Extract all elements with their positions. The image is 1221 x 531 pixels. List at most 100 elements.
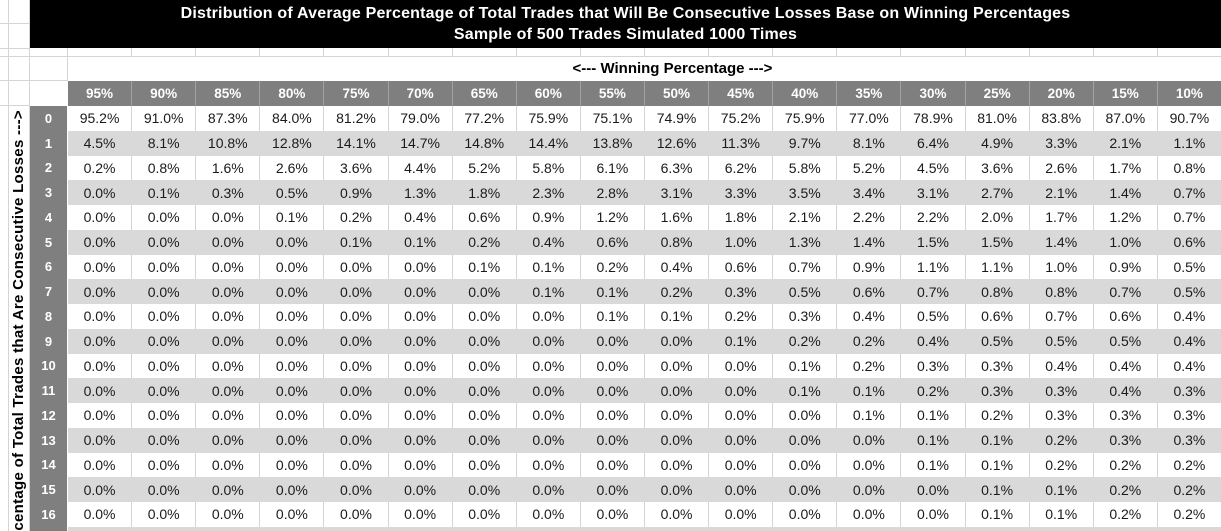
row-header-cell[interactable]: 15 (30, 477, 68, 502)
data-cell[interactable]: 0.0% (580, 328, 645, 354)
data-cell[interactable]: 0.1% (965, 477, 1030, 502)
data-cell[interactable]: 0.0% (516, 452, 581, 478)
data-cell[interactable]: 0.2% (1093, 502, 1158, 527)
data-cell[interactable]: 0.7% (1157, 180, 1221, 205)
row-header-cell[interactable]: 8 (30, 304, 68, 329)
data-cell[interactable]: 0.6% (837, 279, 902, 304)
data-cell[interactable]: 0.0% (388, 304, 453, 329)
data-cell[interactable]: 0.2% (68, 155, 133, 181)
data-cell[interactable]: 2.1% (1093, 130, 1158, 156)
data-cell[interactable]: 0.0% (580, 353, 645, 379)
data-cell[interactable]: 0.7% (1093, 279, 1158, 304)
data-cell[interactable]: 14.4% (516, 130, 581, 156)
data-cell[interactable]: 2.6% (1029, 155, 1094, 181)
data-cell[interactable]: 5.8% (516, 155, 581, 181)
data-cell[interactable]: 0.0% (260, 328, 325, 354)
data-cell[interactable]: 0.0% (68, 180, 133, 205)
data-cell[interactable]: 0.0% (196, 229, 261, 255)
data-cell[interactable]: 2.2% (901, 205, 966, 230)
data-cell[interactable]: 0.0% (260, 427, 325, 453)
data-cell[interactable]: 0.0% (452, 427, 517, 453)
data-cell[interactable]: 0.0% (132, 452, 197, 478)
data-cell[interactable]: 0.6% (1093, 304, 1158, 329)
data-cell[interactable]: 0.0% (132, 229, 197, 255)
row-header-cell[interactable]: 16 (30, 502, 68, 527)
data-cell[interactable]: 0.0% (388, 378, 453, 403)
data-cell[interactable]: 0.0% (196, 205, 261, 230)
data-cell[interactable]: 91.0% (132, 106, 197, 131)
row-header-cell[interactable]: 1 (30, 130, 68, 156)
data-cell[interactable]: 0.0% (260, 254, 325, 280)
data-cell[interactable]: 0.5% (1157, 254, 1221, 280)
data-cell[interactable]: 1.4% (837, 229, 902, 255)
data-cell[interactable]: 14.1% (324, 130, 389, 156)
data-cell[interactable]: 0.2% (452, 229, 517, 255)
data-cell[interactable]: 0.0% (837, 477, 902, 502)
data-cell[interactable]: 74.9% (644, 106, 710, 131)
data-cell[interactable]: 0.0% (68, 229, 133, 255)
data-cell[interactable]: 0.6% (1157, 229, 1221, 255)
data-cell[interactable]: 2.0% (965, 205, 1030, 230)
column-header-cell[interactable]: 40% (773, 81, 838, 106)
data-cell[interactable]: 0.5% (1029, 328, 1094, 354)
data-cell[interactable]: 0.2% (837, 353, 902, 379)
data-cell[interactable]: 2.6% (260, 155, 325, 181)
data-cell[interactable]: 6.4% (901, 130, 966, 156)
data-cell[interactable]: 0.1% (901, 452, 966, 478)
data-cell[interactable]: 0.5% (773, 279, 838, 304)
data-cell[interactable]: 0.0% (580, 452, 645, 478)
data-cell[interactable]: 0.3% (709, 279, 774, 304)
data-cell[interactable]: 0.2% (324, 205, 389, 230)
data-cell[interactable]: 0.0% (644, 328, 710, 354)
data-cell[interactable]: 1.2% (580, 205, 645, 230)
data-cell[interactable]: 0.1% (837, 403, 902, 428)
column-header-cell[interactable]: 90% (132, 81, 197, 106)
data-cell[interactable]: 0.1% (260, 205, 325, 230)
data-cell[interactable]: 0.0% (324, 502, 389, 527)
data-cell[interactable]: 0.0% (388, 427, 453, 453)
row-header-cell[interactable]: 7 (30, 279, 68, 304)
data-cell[interactable]: 0.0% (837, 427, 902, 453)
data-cell[interactable]: 0.0% (196, 254, 261, 280)
data-cell[interactable]: 0.1% (901, 403, 966, 428)
data-cell[interactable]: 4.9% (965, 130, 1030, 156)
row-header-cell[interactable]: 12 (30, 403, 68, 428)
column-header-cell[interactable]: 60% (517, 81, 581, 106)
data-cell[interactable]: 0.5% (965, 328, 1030, 354)
data-cell[interactable]: 0.0% (709, 353, 774, 379)
data-cell[interactable]: 79.0% (388, 106, 453, 131)
data-cell[interactable]: 5.2% (837, 155, 902, 181)
data-cell[interactable]: 0.0% (68, 254, 133, 280)
data-cell[interactable]: 90.7% (1157, 106, 1221, 131)
data-cell[interactable]: 2.2% (837, 205, 902, 230)
column-header-cell[interactable]: 85% (196, 81, 261, 106)
data-cell[interactable]: 0.0% (324, 304, 389, 329)
data-cell[interactable]: 0.0% (516, 403, 581, 428)
data-cell[interactable]: 1.0% (709, 229, 774, 255)
data-cell[interactable]: 0.0% (516, 328, 581, 354)
data-cell[interactable]: 2.1% (1029, 180, 1094, 205)
row-header-cell[interactable]: 13 (30, 427, 68, 453)
column-header-cell[interactable]: 10% (1175, 86, 1203, 101)
data-cell[interactable]: 0.0% (709, 403, 774, 428)
data-cell[interactable]: 1.8% (452, 180, 517, 205)
data-cell[interactable]: 0.2% (901, 378, 966, 403)
data-cell[interactable]: 3.5% (773, 180, 838, 205)
data-cell[interactable]: 0.0% (580, 502, 645, 527)
data-cell[interactable]: 78.9% (901, 106, 966, 131)
data-cell[interactable]: 0.0% (516, 477, 581, 502)
data-cell[interactable]: 0.0% (132, 328, 197, 354)
data-cell[interactable]: 0.9% (837, 254, 902, 280)
data-cell[interactable]: 1.5% (901, 229, 966, 255)
data-cell[interactable]: 0.2% (965, 403, 1030, 428)
data-cell[interactable]: 0.3% (1157, 378, 1221, 403)
data-cell[interactable]: 1.5% (965, 229, 1030, 255)
data-cell[interactable]: 0.0% (644, 502, 710, 527)
data-cell[interactable]: 1.1% (901, 254, 966, 280)
row-header-cell[interactable]: 6 (30, 254, 68, 280)
data-cell[interactable]: 0.1% (452, 254, 517, 280)
data-cell[interactable]: 0.1% (773, 353, 838, 379)
data-cell[interactable]: 2.8% (580, 180, 645, 205)
data-cell[interactable]: 0.2% (1093, 477, 1158, 502)
data-cell[interactable]: 6.3% (644, 155, 710, 181)
